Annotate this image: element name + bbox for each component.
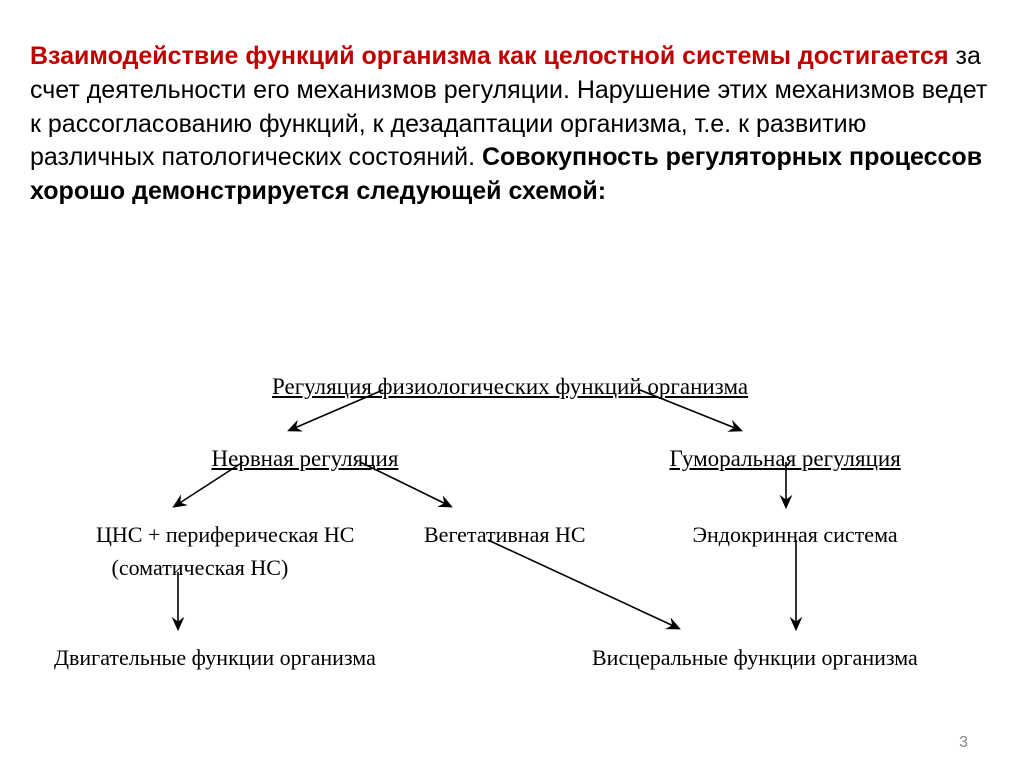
node-veget: Вегетативная НС <box>424 522 586 548</box>
node-motor: Двигательные функции организма <box>54 645 376 671</box>
node-nervn: Нервная регуляция <box>212 446 399 472</box>
node-somat: (соматическая НС) <box>112 555 289 581</box>
page-number: 3 <box>959 734 968 752</box>
node-cns: ЦНС + периферическая НС <box>96 522 354 548</box>
regulation-diagram: Регуляция физиологических функций органи… <box>0 350 1024 730</box>
node-root: Регуляция физиологических функций органи… <box>272 374 748 400</box>
node-visc: Висцеральные функции организма <box>592 645 918 671</box>
arrow-6 <box>488 540 678 628</box>
highlighted-phrase: Взаимодействие функций организма как цел… <box>30 42 949 70</box>
intro-paragraph: Взаимодействие функций организма как цел… <box>30 40 994 209</box>
slide: Взаимодействие функций организма как цел… <box>0 0 1024 768</box>
node-endo: Эндокринная система <box>693 522 898 548</box>
node-humor: Гуморальная регуляция <box>670 446 901 472</box>
